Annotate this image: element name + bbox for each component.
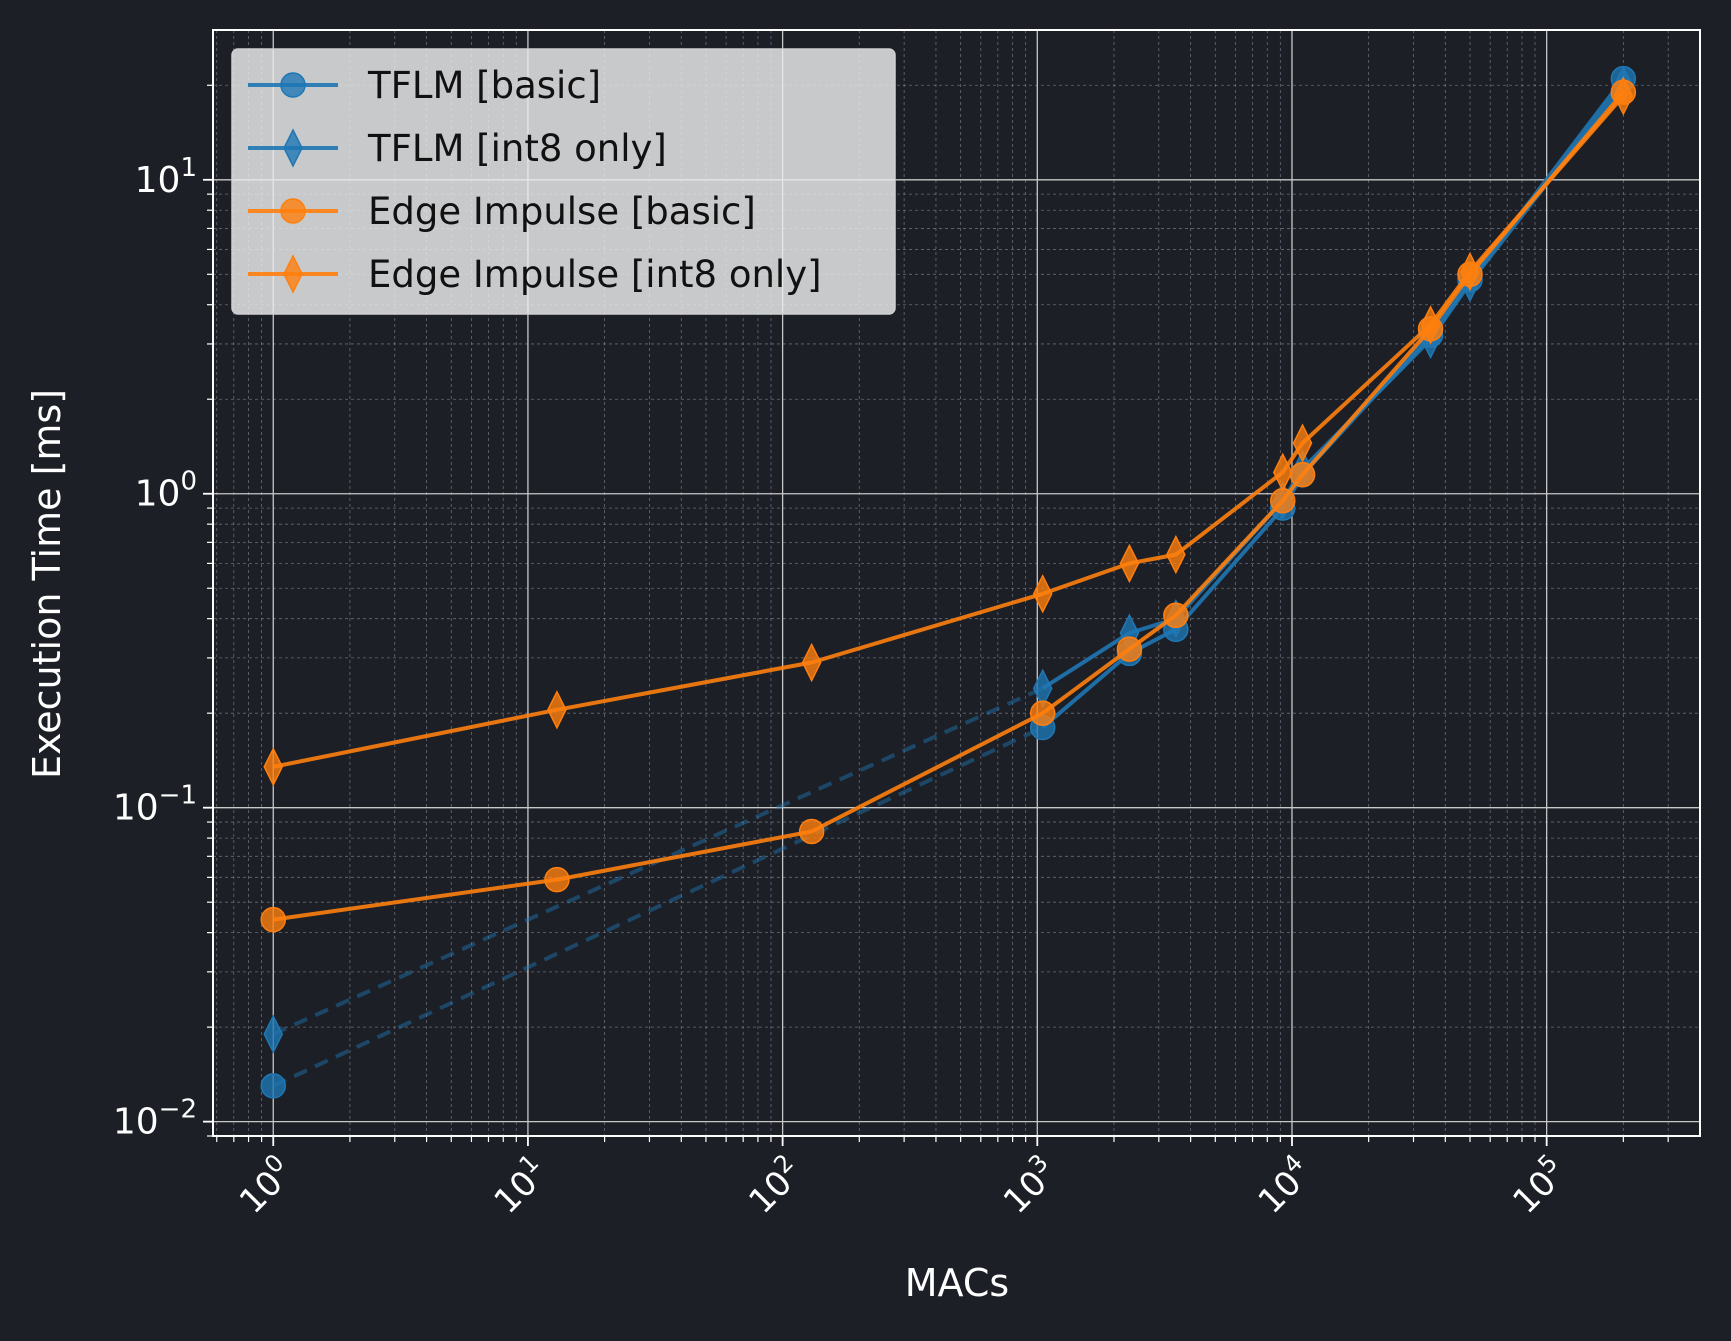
data-point bbox=[798, 818, 825, 845]
data-point bbox=[1163, 602, 1189, 629]
data-point bbox=[1119, 543, 1140, 584]
series-line-dashed bbox=[272, 725, 1044, 1088]
legend: TFLM [basic] TFLM [int8 only] Edge Impulse… bbox=[231, 48, 896, 315]
y-tick-label: 10−1 bbox=[113, 781, 197, 829]
legend-swatch-marker bbox=[280, 72, 306, 98]
legend-swatch-marker bbox=[280, 198, 306, 224]
legend-label: TFLM [basic] bbox=[367, 64, 601, 107]
legend-box bbox=[231, 48, 896, 315]
x-tick-label: 103 bbox=[992, 1149, 1065, 1222]
data-point bbox=[1272, 452, 1293, 493]
series-line bbox=[1041, 84, 1625, 690]
data-point bbox=[1116, 636, 1143, 662]
x-tick-label: 102 bbox=[738, 1149, 811, 1222]
data-point bbox=[260, 1073, 287, 1099]
data-point bbox=[544, 866, 570, 893]
x-axis-ticks: 100 101 102 103 104 105 bbox=[216, 1136, 1669, 1222]
data-point bbox=[1032, 574, 1053, 614]
data-point bbox=[1270, 487, 1296, 514]
legend-swatch-marker bbox=[283, 254, 303, 294]
legend-label: Edge Impulse [int8 only] bbox=[368, 253, 822, 296]
data-point bbox=[263, 1014, 284, 1054]
data-point bbox=[1166, 534, 1186, 575]
legend-label: TFLM [int8 only] bbox=[367, 127, 667, 170]
x-tick-label: 101 bbox=[483, 1149, 556, 1222]
y-tick-label: 101 bbox=[135, 153, 197, 201]
data-point bbox=[1420, 305, 1441, 345]
x-tick-label: 100 bbox=[228, 1149, 301, 1222]
series-layer bbox=[260, 65, 1637, 1099]
legend-label: Edge Impulse [basic] bbox=[368, 190, 756, 233]
data-point bbox=[1460, 251, 1480, 292]
data-point bbox=[260, 906, 287, 933]
x-tick-label: 105 bbox=[1502, 1149, 1575, 1222]
data-point bbox=[1289, 461, 1316, 488]
data-point bbox=[1613, 76, 1634, 116]
data-point bbox=[263, 747, 284, 787]
plot-frame bbox=[212, 29, 1701, 1137]
x-tick-label: 104 bbox=[1247, 1149, 1320, 1222]
data-point bbox=[801, 642, 822, 683]
legend-swatch-marker bbox=[283, 128, 303, 168]
x-axis-label: MACs bbox=[905, 1261, 1009, 1305]
data-point bbox=[547, 690, 567, 730]
y-tick-label: 10−2 bbox=[113, 1095, 197, 1143]
data-point bbox=[1029, 700, 1056, 726]
y-axis-ticks: 10−2 10−1 100 101 bbox=[113, 84, 213, 1143]
y-axis-label: Execution Time [ms] bbox=[25, 389, 69, 779]
data-point bbox=[1292, 423, 1313, 463]
y-tick-label: 100 bbox=[135, 467, 197, 515]
series-3 bbox=[263, 76, 1634, 787]
